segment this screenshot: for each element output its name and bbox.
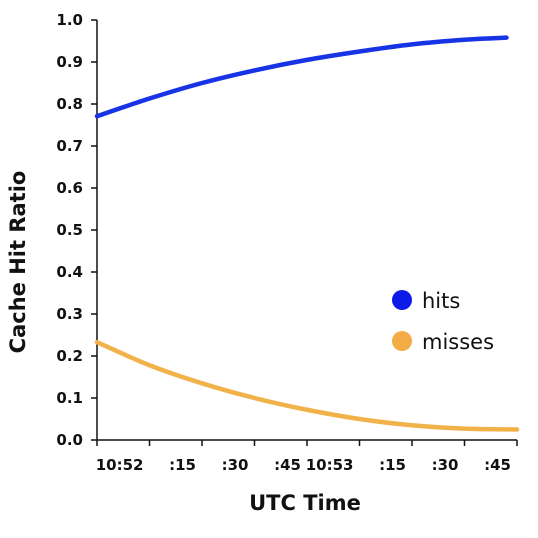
legend-label-hits: hits <box>422 289 460 313</box>
y-tick-label: 0.3 <box>56 305 83 323</box>
legend-label-misses: misses <box>422 330 494 354</box>
x-axis-title: UTC Time <box>249 491 361 515</box>
y-tick-label: 0.7 <box>56 137 83 155</box>
y-tick-label: 0.6 <box>56 179 83 197</box>
y-tick-label: 0.2 <box>56 347 83 365</box>
y-tick-label: 1.0 <box>56 11 83 29</box>
y-axis-title: Cache Hit Ratio <box>6 171 30 354</box>
legend: hits misses <box>392 289 494 354</box>
axes: 0.0 0.1 0.2 0.3 0.4 0.5 0.6 0.7 0.8 0.9 1.0 10:52 :1… <box>56 11 518 474</box>
x-tick-label: :30 <box>222 456 249 474</box>
y-tick-label: 0.5 <box>56 221 83 239</box>
y-tick-label: 0.1 <box>56 389 83 407</box>
y-tick-label: 0.8 <box>56 95 83 113</box>
x-tick-label: :15 <box>169 456 196 474</box>
series-lines <box>94 35 520 432</box>
series-line-hits <box>94 35 509 119</box>
x-tick-label: 10:52 <box>96 456 144 474</box>
y-tick-label: 0.9 <box>56 53 83 71</box>
series-line-misses <box>94 339 520 432</box>
y-tick-label: 0.0 <box>56 431 83 449</box>
x-tick-label: 10:53 <box>306 456 354 474</box>
x-tick-label: :45 <box>484 456 511 474</box>
x-tick-label: :15 <box>379 456 406 474</box>
legend-marker-hits <box>392 290 412 310</box>
legend-marker-misses <box>392 331 412 351</box>
x-tick-label: :30 <box>432 456 459 474</box>
y-tick-label: 0.4 <box>56 263 83 281</box>
x-tick-label: :45 <box>274 456 301 474</box>
